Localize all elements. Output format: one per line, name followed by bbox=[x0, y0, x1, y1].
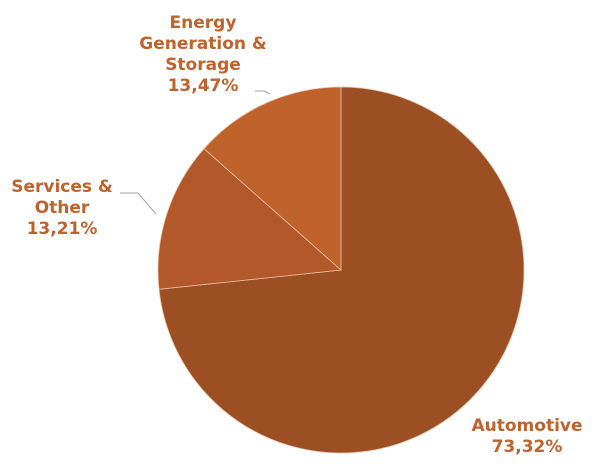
pie-slice-2 bbox=[203, 86, 342, 271]
leader-lines-layer bbox=[120, 90, 271, 215]
slice-value-label: 13,47% bbox=[168, 76, 239, 96]
slice-label-line: Generation & bbox=[139, 34, 267, 54]
slice-label-line: Services & bbox=[11, 177, 113, 197]
leader-line-1 bbox=[120, 192, 157, 215]
slice-value-label: 73,32% bbox=[492, 437, 563, 457]
leader-line-2 bbox=[255, 90, 271, 95]
slice-label-line: Automotive bbox=[471, 416, 582, 436]
pie-slice-1 bbox=[157, 148, 342, 290]
slice-label-line: Storage bbox=[165, 55, 241, 75]
slice-label-line: Other bbox=[35, 198, 90, 218]
slice-value-label: 13,21% bbox=[27, 219, 98, 239]
slices-layer bbox=[157, 86, 525, 454]
slice-label-line: Energy bbox=[170, 13, 237, 33]
